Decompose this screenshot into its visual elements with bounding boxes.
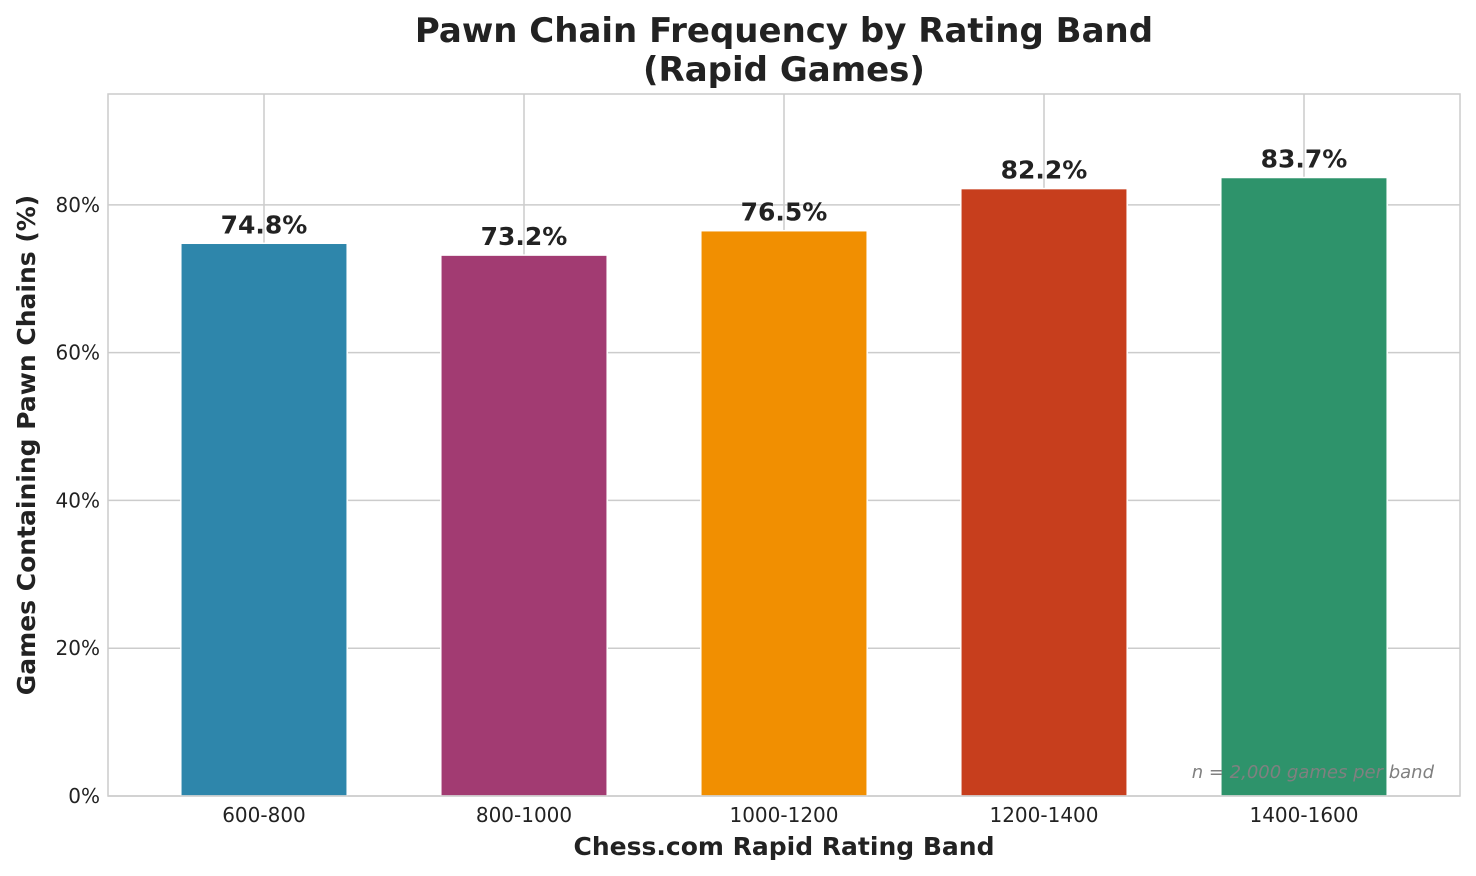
x-tick-labels: 600-800 800-1000 1000-1200 1200-1400 1400-16… xyxy=(222,803,1358,827)
bar-value-labels: 74.8% 73.2% 76.5% 82.2% 83.7% xyxy=(221,145,1348,252)
bar xyxy=(960,187,1128,797)
y-tick-labels: 0% 20% 40% 60% 80% xyxy=(56,193,100,808)
y-tick-label: 20% xyxy=(56,636,100,660)
bar xyxy=(1220,176,1388,797)
x-tick-label: 600-800 xyxy=(222,803,306,827)
y-tick-label: 40% xyxy=(56,488,100,512)
bar-value-label: 83.7% xyxy=(1261,145,1348,174)
bar-value-label: 74.8% xyxy=(221,210,308,239)
bar xyxy=(180,242,348,797)
bar-value-label: 82.2% xyxy=(1001,156,1088,185)
bar-value-label: 76.5% xyxy=(741,198,828,227)
x-tick-label: 1400-1600 xyxy=(1249,803,1358,827)
y-tick-label: 0% xyxy=(68,784,100,808)
x-axis-label: Chess.com Rapid Rating Band xyxy=(574,832,995,861)
x-tick-label: 800-1000 xyxy=(476,803,572,827)
bars xyxy=(180,176,1388,797)
bar-value-label: 73.2% xyxy=(481,222,568,251)
plot-frame xyxy=(107,93,1461,797)
bar xyxy=(700,229,868,797)
chart-title-line-2: (Rapid Games) xyxy=(643,50,925,90)
y-tick-label: 80% xyxy=(56,193,100,217)
y-axis-label: Games Containing Pawn Chains (%) xyxy=(12,195,41,695)
x-tick-label: 1200-1400 xyxy=(989,803,1098,827)
x-tick-label: 1000-1200 xyxy=(729,803,838,827)
chart-title-line-1: Pawn Chain Frequency by Rating Band xyxy=(415,11,1153,51)
sample-size-annotation: n = 2,000 games per band xyxy=(1192,762,1435,783)
y-tick-label: 60% xyxy=(56,341,100,365)
bar xyxy=(440,254,608,797)
